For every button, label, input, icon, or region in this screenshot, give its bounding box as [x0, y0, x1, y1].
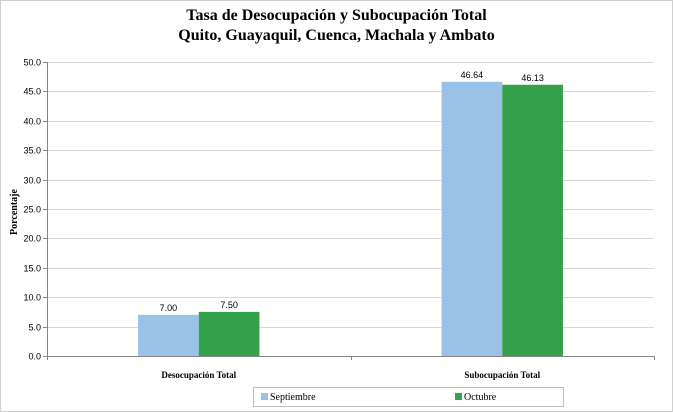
data-label: 7.50 [220, 300, 238, 310]
bar-septiembre-2 [441, 81, 503, 356]
y-tick-label: 45.0 [23, 87, 41, 97]
bar-octubre-2 [502, 84, 563, 356]
chart-title-block: Tasa de Desocupación y Subocupación Tota… [0, 6, 673, 46]
bars [138, 81, 563, 356]
y-tick-label: 50.0 [23, 58, 41, 68]
y-tick-label: 35.0 [23, 146, 41, 156]
legend-item-octubre: Octubre [455, 392, 496, 404]
axes [43, 62, 655, 360]
x-category-label: Subocupación Total [464, 370, 540, 380]
legend-swatch-septiembre [261, 393, 268, 400]
y-tick-label: 15.0 [23, 264, 41, 274]
category-labels: Desocupación Total Subocupación Total [161, 370, 540, 380]
y-tick-label: 5.0 [28, 323, 41, 333]
y-axis-label: Porcentaje [9, 188, 20, 234]
y-tick-label: 10.0 [23, 293, 41, 303]
legend-item-septiembre: Septiembre [261, 392, 316, 404]
legend: Septiembre Octubre [253, 387, 564, 407]
y-tick-labels: 0.0 5.0 10.0 15.0 20.0 25.0 30.0 35.0 40.0 45.0 50… [23, 58, 41, 362]
y-tick-label: 0.0 [28, 352, 41, 362]
chart-subtitle: Quito, Guayaquil, Cuenca, Machala y Amba… [178, 27, 495, 44]
y-tick-label: 30.0 [23, 176, 41, 186]
data-label: 46.64 [461, 70, 484, 80]
legend-swatch-octubre [455, 393, 462, 400]
bar-octubre-1 [198, 311, 260, 356]
chart-title: Tasa de Desocupación y Subocupación Tota… [186, 7, 487, 24]
legend-label-septiembre: Septiembre [270, 392, 316, 403]
data-labels: 7.00 7.50 46.64 46.13 [160, 70, 544, 313]
data-label: 7.00 [160, 303, 178, 313]
legend-label-octubre: Octubre [464, 392, 497, 403]
y-tick-label: 20.0 [23, 234, 41, 244]
y-tick-label: 40.0 [23, 117, 41, 127]
bar-septiembre-1 [138, 314, 199, 356]
y-tick-label: 25.0 [23, 205, 41, 215]
data-label: 46.13 [521, 73, 544, 83]
x-category-label: Desocupación Total [161, 370, 236, 380]
